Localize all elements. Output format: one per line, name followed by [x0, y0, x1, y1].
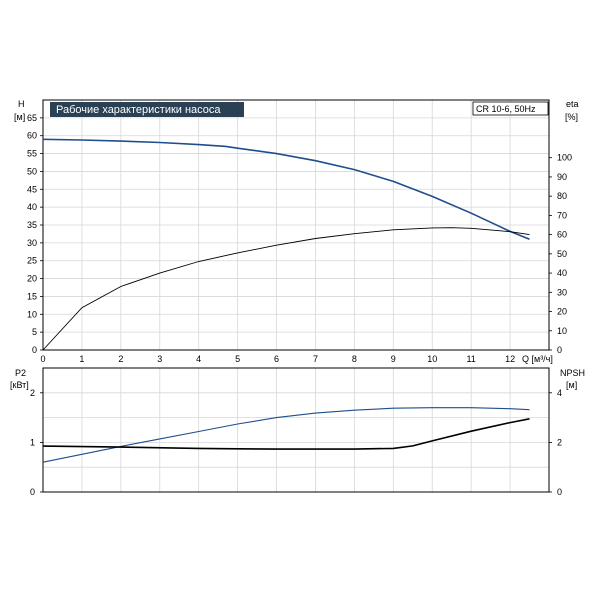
y-tick-label: 15 — [27, 291, 37, 301]
model-badge: CR 10-6, 50Hz — [476, 104, 536, 114]
x-tick-label: 6 — [274, 354, 279, 364]
x-tick-label: 2 — [118, 354, 123, 364]
x-tick-label: 0 — [40, 354, 45, 364]
efficiency-curve — [42, 227, 530, 351]
y-axis-unit-p2: [кВт] — [10, 380, 29, 390]
y-tick-label: 20 — [27, 274, 37, 284]
y2-tick-label: 0 — [557, 345, 562, 355]
chart-title: Рабочие характеристики насоса — [56, 104, 221, 116]
lower-series — [42, 407, 530, 463]
y2-axis-unit-npsh: [м] — [566, 380, 577, 390]
lower-plot-frame — [42, 367, 550, 493]
x-tick-label: 8 — [352, 354, 357, 364]
y-axis-unit-head: [м] — [14, 112, 25, 122]
y-tick-label: 10 — [27, 309, 37, 319]
y-axis-label-p2: P2 — [15, 368, 26, 378]
y-tick-label: 25 — [27, 256, 37, 266]
x-tick-label: 4 — [196, 354, 201, 364]
x-tick-label: 3 — [157, 354, 162, 364]
y2-axis-label-npsh: NPSH — [560, 368, 585, 378]
title-box — [50, 102, 244, 117]
y2-tick-label: 40 — [557, 268, 567, 278]
y2-tick-label: 80 — [557, 191, 567, 201]
y-tick-label: 2 — [30, 388, 35, 398]
x-tick-label: 9 — [391, 354, 396, 364]
x-tick-label: 11 — [466, 354, 475, 364]
model-badge-box — [472, 101, 549, 116]
lower-tick-labels: 0 1 2 0 2 4 — [30, 388, 562, 497]
y2-tick-label: 30 — [557, 287, 567, 297]
y2-tick-label: 60 — [557, 230, 567, 240]
y-tick-label: 1 — [30, 437, 35, 447]
y2-axis-label-eta: eta — [566, 99, 579, 109]
x-tick-label: 5 — [235, 354, 240, 364]
y2-tick-label: 90 — [557, 172, 567, 182]
lower-grid — [42, 368, 549, 492]
y-tick-label: 45 — [27, 184, 37, 194]
x-tick-label: 7 — [313, 354, 318, 364]
head-curve — [42, 138, 530, 241]
npsh-curve — [42, 418, 530, 450]
y-tick-label: 5 — [32, 327, 37, 337]
y2-tick-label: 2 — [557, 437, 562, 447]
x-tick-label: 1 — [79, 354, 84, 364]
y2-tick-label: 50 — [557, 249, 567, 259]
power-curve — [42, 407, 530, 463]
x-tick-label: 12 — [505, 354, 515, 364]
x-axis-label-q: Q [м³/ч] — [522, 354, 553, 364]
y-tick-label: 50 — [27, 166, 37, 176]
y-tick-label: 40 — [27, 202, 37, 212]
y-tick-label: 60 — [27, 131, 37, 141]
upper-series — [42, 138, 530, 351]
y2-tick-label: 100 — [557, 153, 572, 163]
y-tick-label: 65 — [27, 113, 37, 123]
upper-tick-labels: 0 1 2 3 4 5 6 7 8 9 10 11 12051015202530354045505560… — [27, 113, 572, 364]
y-tick-label: 0 — [30, 487, 35, 497]
y-tick-label: 55 — [27, 149, 37, 159]
y2-tick-label: 70 — [557, 210, 567, 220]
y-axis-label-head: H — [18, 99, 25, 109]
y2-axis-unit-eta: [%] — [565, 112, 578, 122]
y2-tick-label: 4 — [557, 388, 562, 398]
y2-tick-label: 0 — [557, 487, 562, 497]
x-tick-label: 10 — [427, 354, 437, 364]
y-tick-label: 30 — [27, 238, 37, 248]
y2-tick-label: 20 — [557, 307, 567, 317]
y-tick-label: 0 — [32, 345, 37, 355]
y2-tick-label: 10 — [557, 326, 567, 336]
y-tick-label: 35 — [27, 220, 37, 230]
